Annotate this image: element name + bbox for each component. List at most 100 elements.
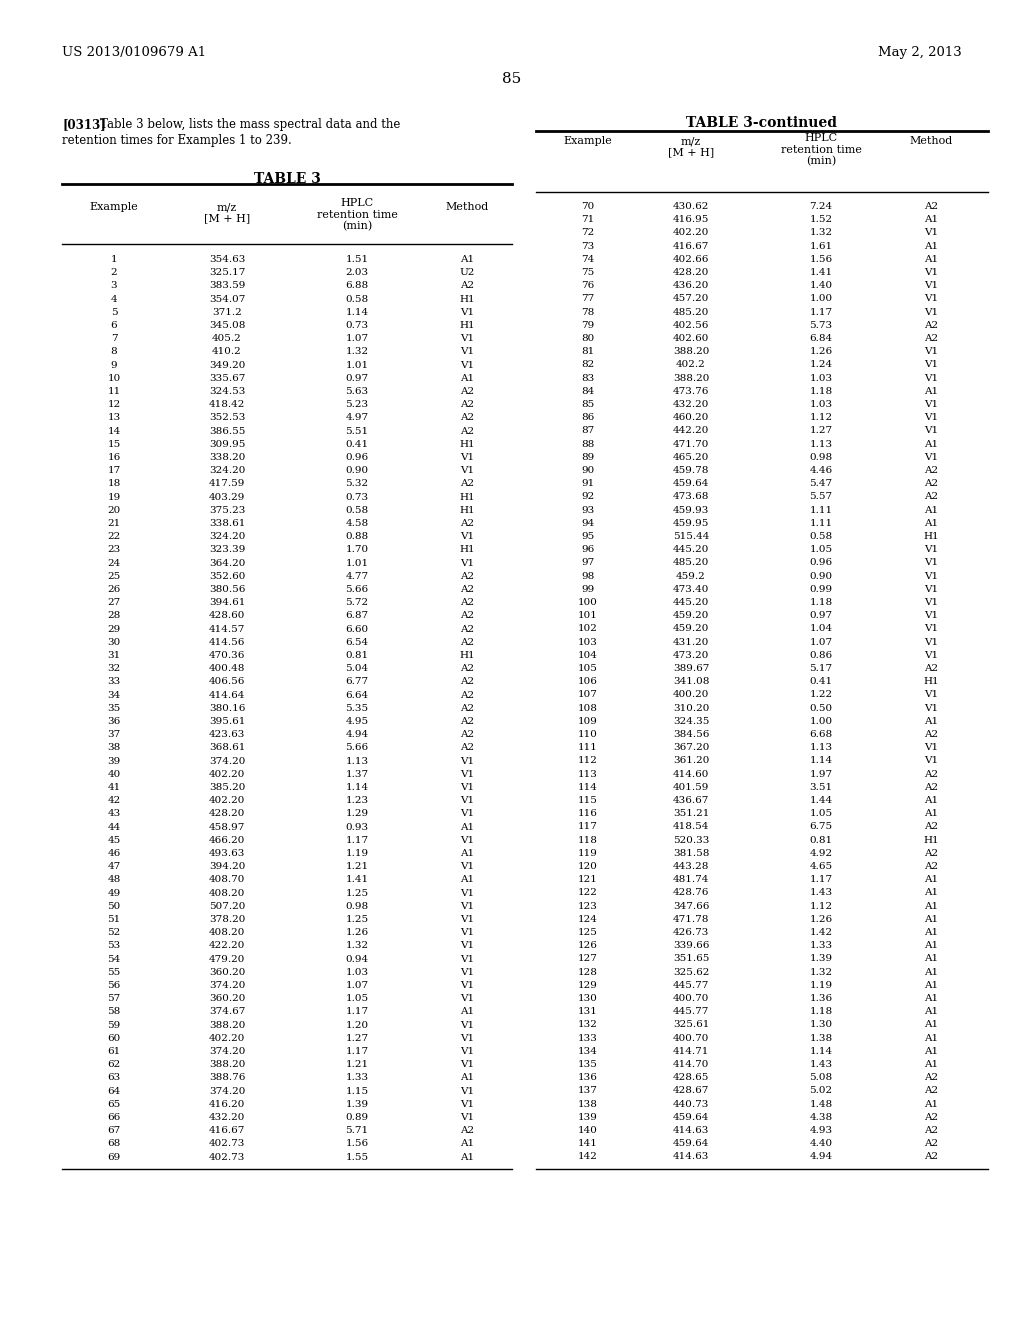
Text: 473.76: 473.76 — [673, 387, 710, 396]
Text: 134: 134 — [579, 1047, 598, 1056]
Text: 428.76: 428.76 — [673, 888, 710, 898]
Text: 60: 60 — [108, 1034, 121, 1043]
Text: V1: V1 — [460, 1100, 474, 1109]
Text: 125: 125 — [579, 928, 598, 937]
Text: 349.20: 349.20 — [209, 360, 245, 370]
Text: A1: A1 — [460, 1073, 474, 1082]
Text: 93: 93 — [582, 506, 595, 515]
Text: 443.28: 443.28 — [673, 862, 710, 871]
Text: 1.56: 1.56 — [809, 255, 833, 264]
Text: V1: V1 — [460, 928, 474, 937]
Text: 352.53: 352.53 — [209, 413, 245, 422]
Text: 325.62: 325.62 — [673, 968, 710, 977]
Text: 388.76: 388.76 — [209, 1073, 245, 1082]
Text: 74: 74 — [582, 255, 595, 264]
Text: V1: V1 — [460, 902, 474, 911]
Text: 1.61: 1.61 — [809, 242, 833, 251]
Text: 59: 59 — [108, 1020, 121, 1030]
Text: 112: 112 — [579, 756, 598, 766]
Text: 459.20: 459.20 — [673, 611, 710, 620]
Text: 459.95: 459.95 — [673, 519, 710, 528]
Text: 459.78: 459.78 — [673, 466, 710, 475]
Text: 4: 4 — [111, 294, 118, 304]
Text: 12: 12 — [108, 400, 121, 409]
Text: 43: 43 — [108, 809, 121, 818]
Text: 137: 137 — [579, 1086, 598, 1096]
Text: US 2013/0109679 A1: US 2013/0109679 A1 — [62, 46, 206, 59]
Text: 116: 116 — [579, 809, 598, 818]
Text: 108: 108 — [579, 704, 598, 713]
Text: 383.59: 383.59 — [209, 281, 245, 290]
Text: A1: A1 — [924, 928, 938, 937]
Text: 61: 61 — [108, 1047, 121, 1056]
Text: 0.41: 0.41 — [345, 440, 369, 449]
Text: 14: 14 — [108, 426, 121, 436]
Text: 117: 117 — [579, 822, 598, 832]
Text: 371.2: 371.2 — [212, 308, 242, 317]
Text: 374.67: 374.67 — [209, 1007, 245, 1016]
Text: V1: V1 — [924, 308, 938, 317]
Text: 130: 130 — [579, 994, 598, 1003]
Text: 100: 100 — [579, 598, 598, 607]
Text: 32: 32 — [108, 664, 121, 673]
Text: 28: 28 — [108, 611, 121, 620]
Text: A2: A2 — [924, 202, 938, 211]
Text: 62: 62 — [108, 1060, 121, 1069]
Text: 402.66: 402.66 — [673, 255, 710, 264]
Text: 459.2: 459.2 — [676, 572, 706, 581]
Text: 4.92: 4.92 — [809, 849, 833, 858]
Text: 394.20: 394.20 — [209, 862, 245, 871]
Text: V1: V1 — [460, 1020, 474, 1030]
Text: 70: 70 — [582, 202, 595, 211]
Text: 1.33: 1.33 — [345, 1073, 369, 1082]
Text: V1: V1 — [460, 756, 474, 766]
Text: 4.65: 4.65 — [809, 862, 833, 871]
Text: 1.00: 1.00 — [809, 294, 833, 304]
Text: A1: A1 — [924, 519, 938, 528]
Text: 428.60: 428.60 — [209, 611, 245, 620]
Text: 109: 109 — [579, 717, 598, 726]
Text: 19: 19 — [108, 492, 121, 502]
Text: 1.25: 1.25 — [345, 888, 369, 898]
Text: 0.88: 0.88 — [345, 532, 369, 541]
Text: 1.44: 1.44 — [809, 796, 833, 805]
Text: 473.20: 473.20 — [673, 651, 710, 660]
Text: 354.63: 354.63 — [209, 255, 245, 264]
Text: A2: A2 — [460, 743, 474, 752]
Text: A2: A2 — [460, 598, 474, 607]
Text: 1.38: 1.38 — [809, 1034, 833, 1043]
Text: 1.24: 1.24 — [809, 360, 833, 370]
Text: m/z
[M + H]: m/z [M + H] — [204, 202, 250, 223]
Text: 423.63: 423.63 — [209, 730, 245, 739]
Text: 1.56: 1.56 — [345, 1139, 369, 1148]
Text: 1.07: 1.07 — [345, 981, 369, 990]
Text: 46: 46 — [108, 849, 121, 858]
Text: 107: 107 — [579, 690, 598, 700]
Text: 408.20: 408.20 — [209, 928, 245, 937]
Text: 1.29: 1.29 — [345, 809, 369, 818]
Text: V1: V1 — [460, 770, 474, 779]
Text: May 2, 2013: May 2, 2013 — [879, 46, 962, 59]
Text: 110: 110 — [579, 730, 598, 739]
Text: 67: 67 — [108, 1126, 121, 1135]
Text: 0.86: 0.86 — [809, 651, 833, 660]
Text: 445.77: 445.77 — [673, 1007, 710, 1016]
Text: 402.60: 402.60 — [673, 334, 710, 343]
Text: 4.97: 4.97 — [345, 413, 369, 422]
Text: A2: A2 — [924, 321, 938, 330]
Text: 347.66: 347.66 — [673, 902, 710, 911]
Text: 416.95: 416.95 — [673, 215, 710, 224]
Text: 85: 85 — [582, 400, 595, 409]
Text: 1.20: 1.20 — [345, 1020, 369, 1030]
Text: 1.07: 1.07 — [345, 334, 369, 343]
Text: 351.21: 351.21 — [673, 809, 710, 818]
Text: 69: 69 — [108, 1152, 121, 1162]
Text: 338.61: 338.61 — [209, 519, 245, 528]
Text: 1.14: 1.14 — [345, 308, 369, 317]
Text: 459.64: 459.64 — [673, 479, 710, 488]
Text: 6.87: 6.87 — [345, 611, 369, 620]
Text: 400.70: 400.70 — [673, 994, 710, 1003]
Text: 1.14: 1.14 — [345, 783, 369, 792]
Text: 56: 56 — [108, 981, 121, 990]
Text: 139: 139 — [579, 1113, 598, 1122]
